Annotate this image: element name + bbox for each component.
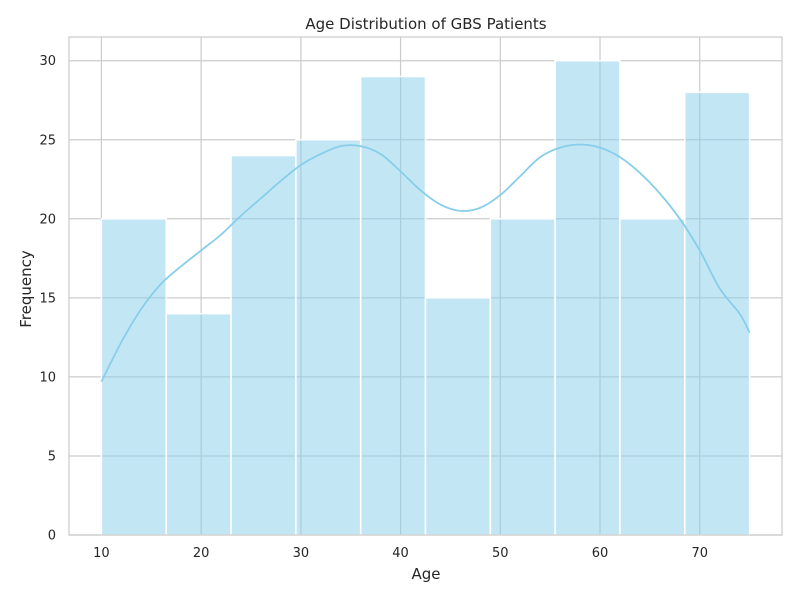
histogram-bar bbox=[489, 218, 556, 536]
x-tick-label: 10 bbox=[93, 546, 110, 561]
y-tick-label: 30 bbox=[39, 54, 56, 69]
y-tick-label: 25 bbox=[39, 133, 56, 148]
x-axis-label: Age bbox=[411, 565, 440, 583]
x-tick-label: 40 bbox=[392, 546, 409, 561]
x-tick-label: 20 bbox=[193, 546, 210, 561]
y-tick-labels: 0 5 10 15 20 25 30 bbox=[39, 54, 56, 543]
y-tick-label: 5 bbox=[48, 449, 56, 464]
chart-title: Age Distribution of GBS Patients bbox=[305, 15, 546, 33]
x-tick-label: 70 bbox=[691, 546, 708, 561]
x-tick-label: 50 bbox=[492, 546, 509, 561]
x-tick-labels: 10 20 30 40 50 60 70 bbox=[93, 546, 708, 561]
histogram-bars bbox=[100, 59, 751, 536]
histogram-bar bbox=[554, 59, 621, 536]
plot-frame bbox=[68, 36, 783, 536]
histogram-bar bbox=[100, 218, 167, 536]
histogram-bar bbox=[295, 139, 362, 536]
y-tick-label: 10 bbox=[39, 370, 56, 385]
y-tick-label: 15 bbox=[39, 291, 56, 306]
y-tick-label: 20 bbox=[39, 212, 56, 227]
x-tick-label: 60 bbox=[592, 546, 609, 561]
density-line bbox=[100, 143, 751, 383]
density-curve bbox=[100, 143, 751, 383]
histogram-bar bbox=[424, 297, 492, 536]
x-tick-label: 30 bbox=[293, 546, 310, 561]
y-tick-label: 0 bbox=[48, 529, 56, 544]
y-axis-label: Frequency bbox=[17, 250, 35, 328]
histogram-bar bbox=[230, 154, 297, 536]
histogram-bar bbox=[359, 75, 427, 536]
histogram-bar bbox=[619, 218, 686, 536]
histogram-bar bbox=[165, 312, 232, 536]
